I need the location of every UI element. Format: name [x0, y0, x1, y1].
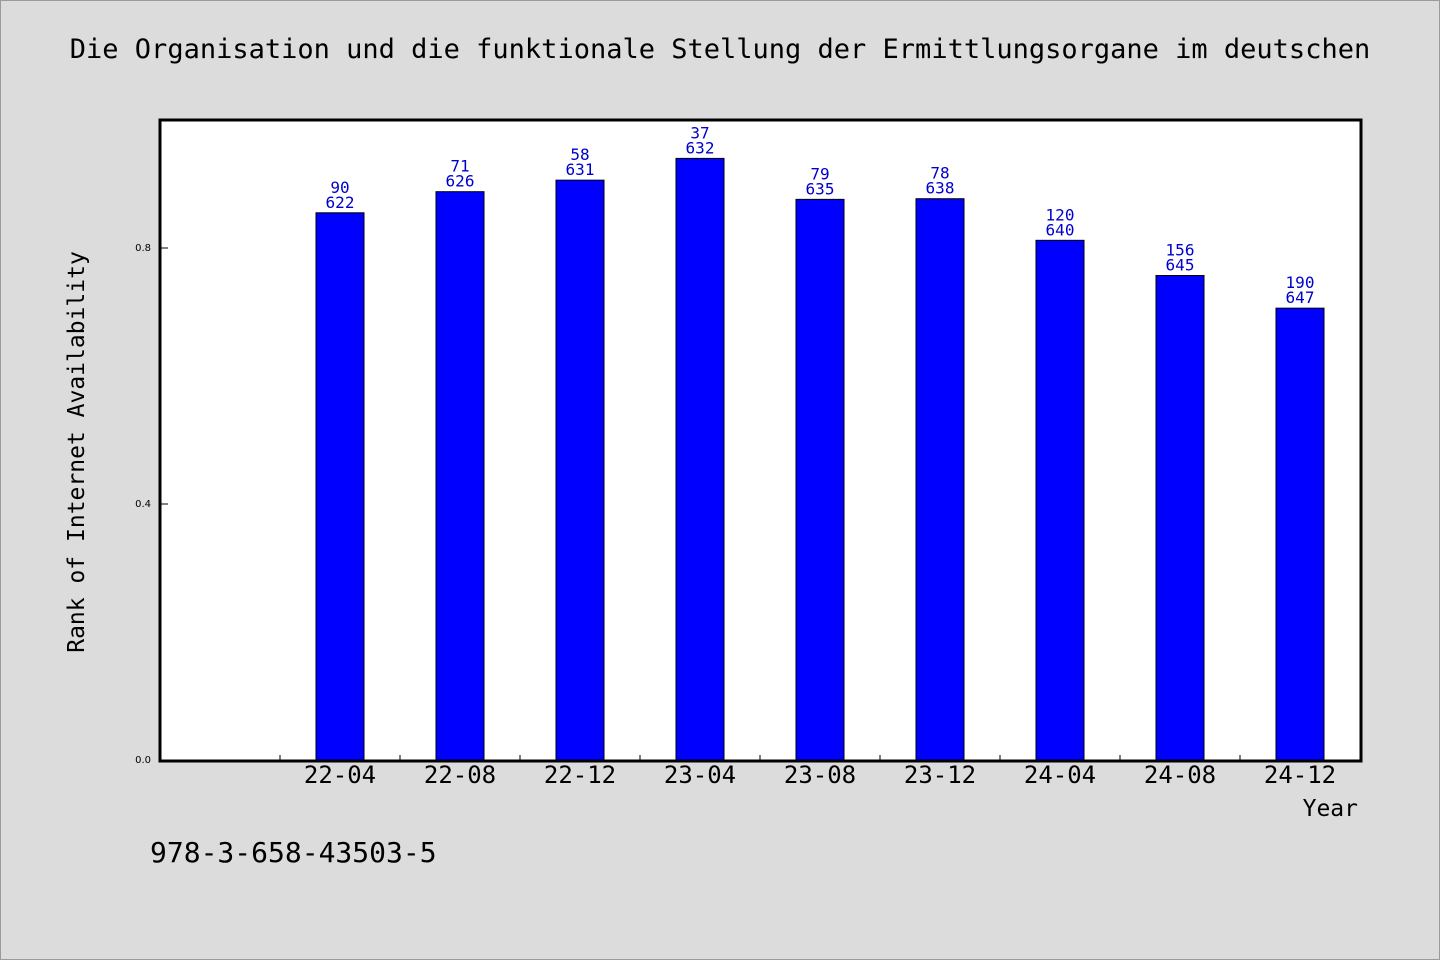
bar-23-08 — [795, 198, 845, 761]
y-tick-label: 0.8 — [135, 243, 151, 254]
bar-label-top: 90 — [330, 178, 349, 197]
x-tick-label: 23-04 — [664, 761, 736, 789]
bar-label-top: 78 — [930, 164, 949, 183]
bar-label-bottom: 645 — [1166, 256, 1195, 275]
bar-24-12 — [1275, 307, 1325, 761]
y-axis-label: Rank of Internet Availability — [64, 251, 90, 653]
x-tick-label: 24-08 — [1144, 761, 1216, 789]
bar-23-04 — [675, 157, 725, 761]
bar-22-08 — [435, 191, 485, 761]
x-tick-label: 22-04 — [304, 761, 376, 789]
bar-label-bottom: 626 — [446, 172, 475, 191]
x-tick-label: 24-12 — [1264, 761, 1336, 789]
bar-label-top: 71 — [450, 157, 469, 176]
bar-label-top: 156 — [1166, 241, 1195, 260]
isbn-text: 978-3-658-43503-5 — [150, 836, 437, 869]
bar-label-bottom: 632 — [686, 138, 715, 157]
x-tick-label: 23-12 — [904, 761, 976, 789]
x-tick-label: 22-08 — [424, 761, 496, 789]
x-tick-label: 24-04 — [1024, 761, 1096, 789]
bar-label-top: 37 — [690, 123, 709, 142]
bar-label-top: 190 — [1286, 273, 1315, 292]
y-tick-label: 0.0 — [135, 755, 151, 766]
y-tick-label: 0.4 — [135, 499, 151, 510]
bar-24-08 — [1155, 275, 1205, 761]
bar-label-bottom: 640 — [1046, 220, 1075, 239]
bar-label-bottom: 638 — [926, 179, 955, 198]
bar-label-top: 79 — [810, 164, 829, 183]
bar-label-bottom: 635 — [806, 179, 835, 198]
bar-label-top: 120 — [1046, 205, 1075, 224]
bar-23-12 — [915, 198, 965, 761]
bar-label-bottom: 647 — [1286, 288, 1315, 307]
bar-24-04 — [1035, 239, 1085, 761]
bar-label-bottom: 631 — [566, 160, 595, 179]
x-tick-label: 23-08 — [784, 761, 856, 789]
x-axis-label: Year — [1303, 796, 1358, 822]
bar-label-bottom: 622 — [326, 193, 355, 212]
plot-border — [158, 118, 1363, 763]
bar-22-04 — [315, 212, 365, 761]
x-tick-label: 22-12 — [544, 761, 616, 789]
chart-title: Die Organisation und die funktionale Ste… — [69, 34, 1371, 65]
bar-label-top: 58 — [570, 145, 589, 164]
bar-22-12 — [555, 179, 605, 761]
